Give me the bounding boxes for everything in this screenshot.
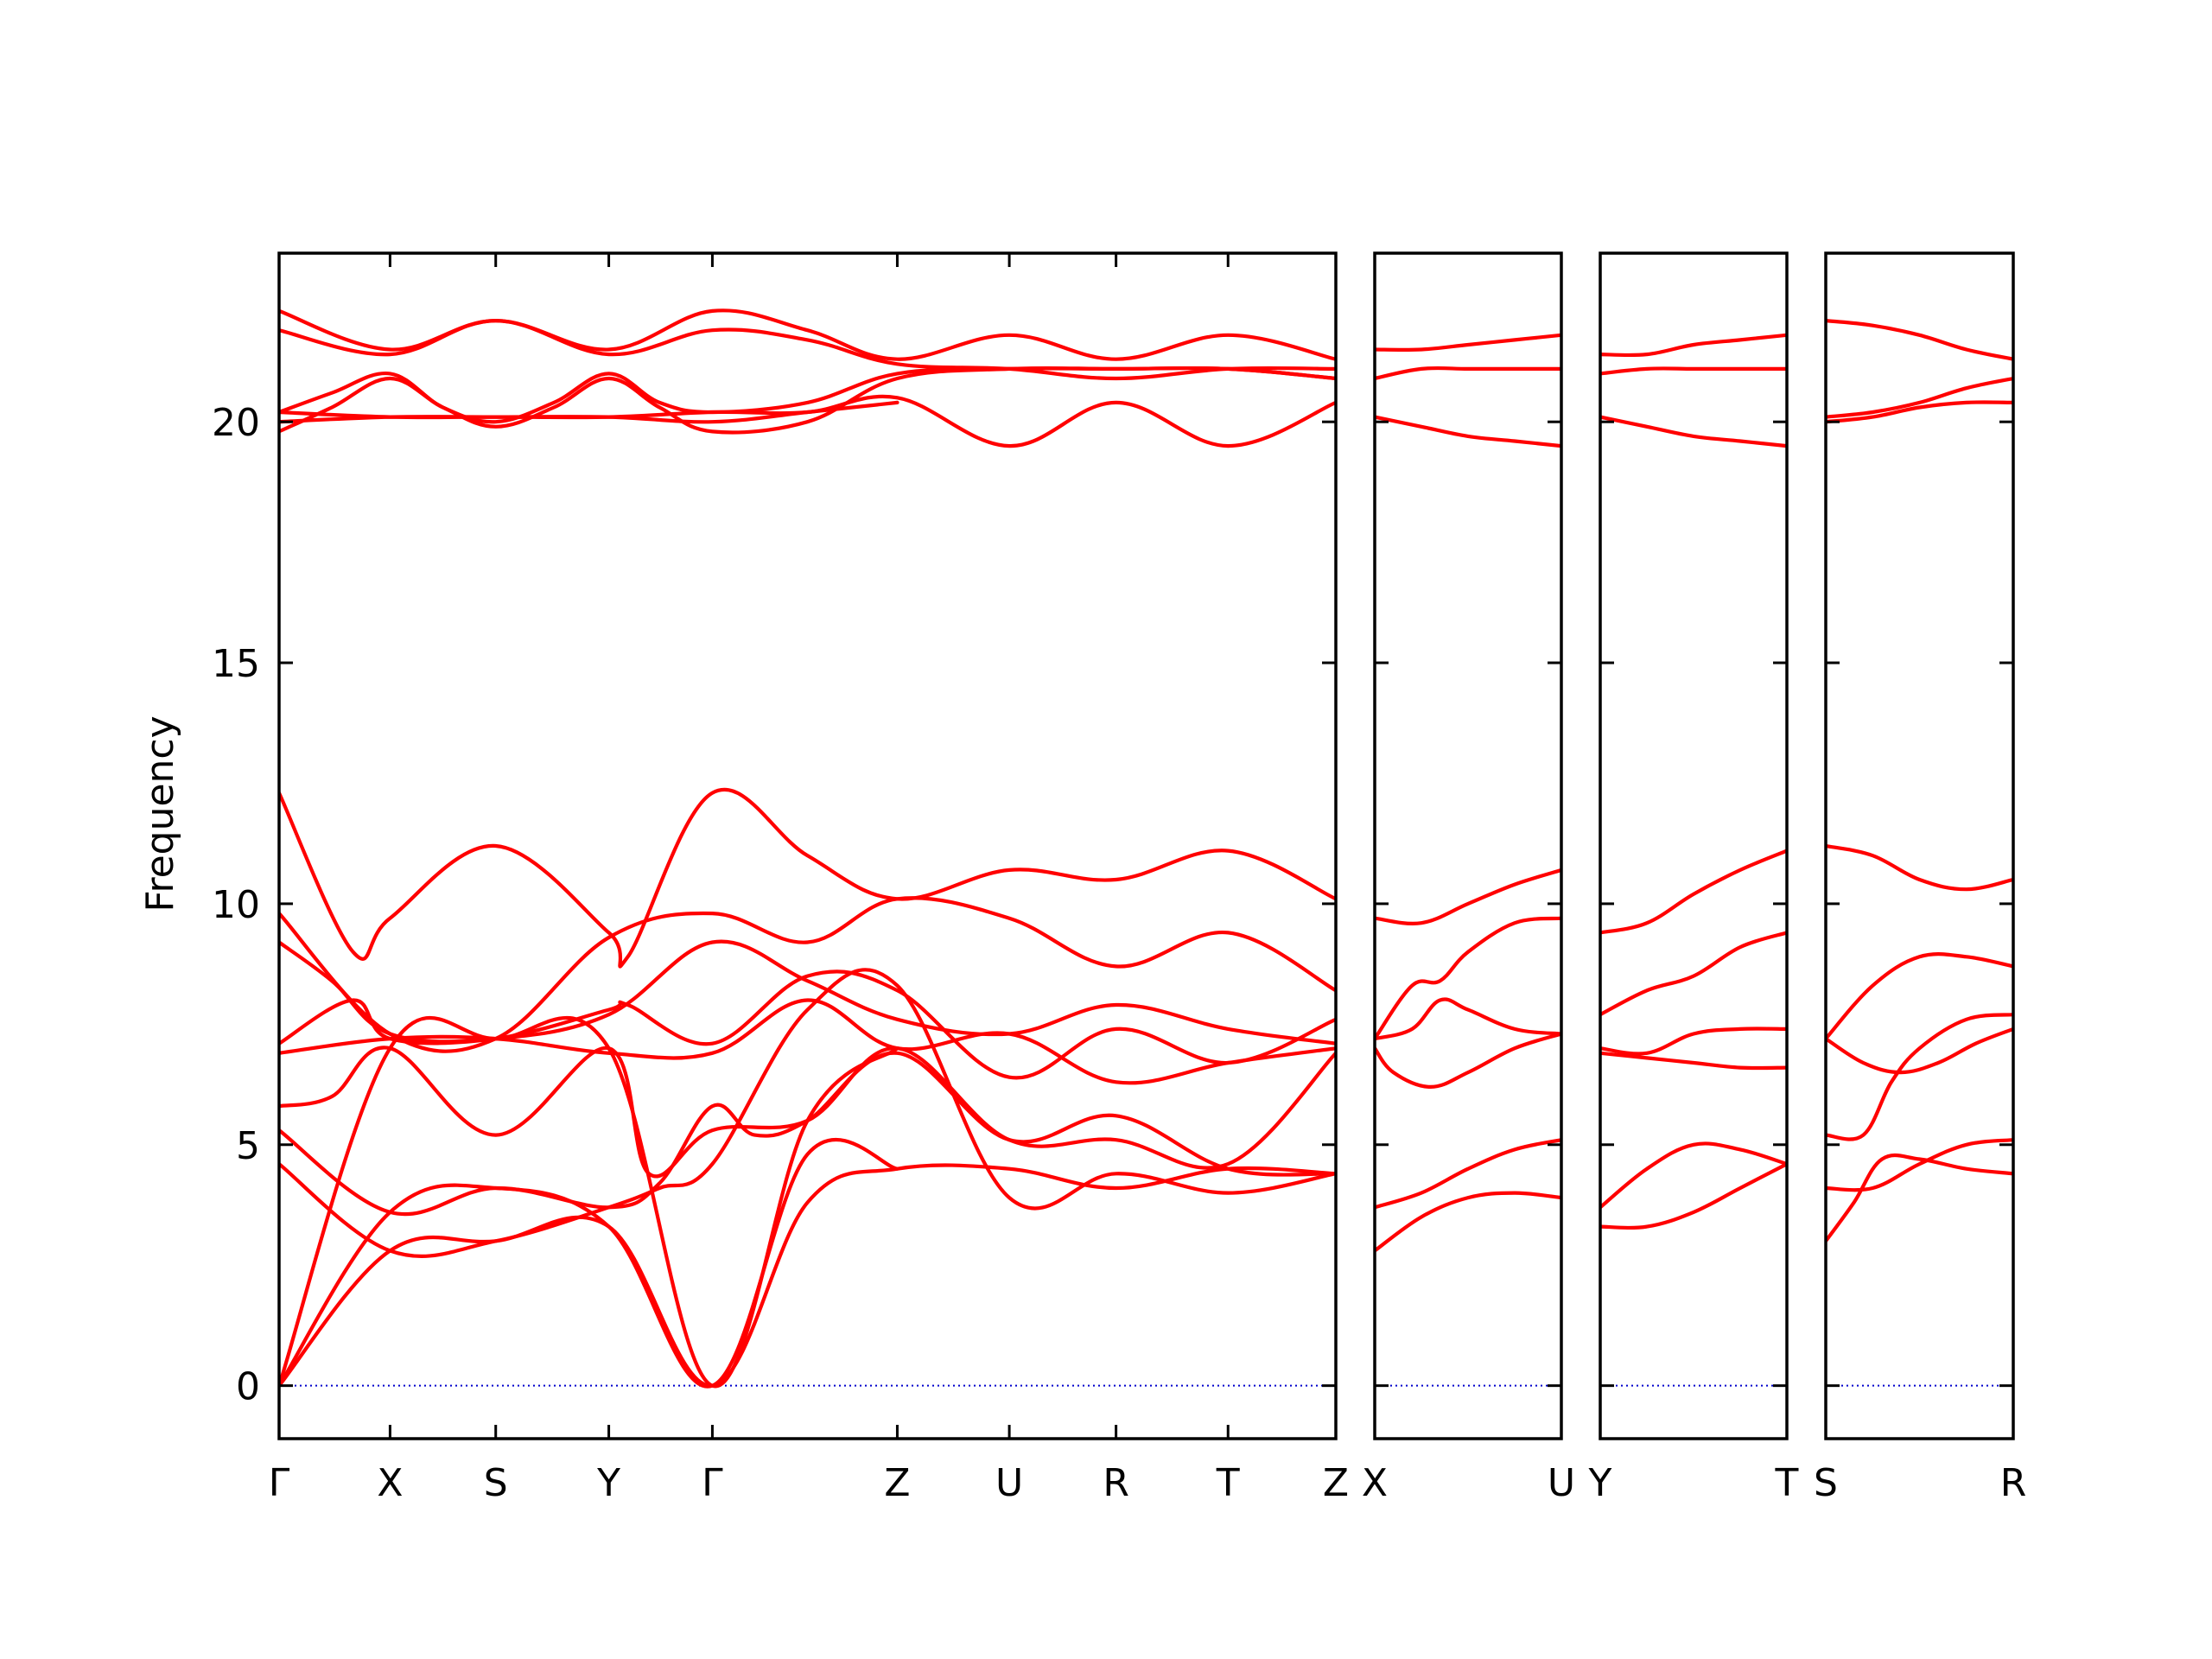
x-tick-label: U [1548, 1461, 1575, 1505]
band-line-10 [279, 969, 1336, 1080]
band-line-6 [279, 400, 899, 424]
band-line-8 [279, 896, 1336, 1053]
panel-frame [1824, 251, 2015, 1440]
band-line-5 [1600, 931, 1787, 1017]
band-line-9 [1375, 1191, 1561, 1253]
band-line-7 [1826, 1013, 2013, 1141]
band-line-7 [279, 787, 1336, 969]
bands [279, 308, 1336, 1389]
x-tick-label: X [1362, 1461, 1388, 1505]
band-line-16 [279, 1138, 899, 1389]
band-line-12 [279, 1046, 1336, 1179]
band-line-8 [1375, 1138, 1561, 1210]
band-line-6 [1826, 1027, 2013, 1075]
x-tick-label: S [484, 1461, 508, 1505]
panel-frame [277, 251, 1338, 1440]
band-line-9 [1826, 1153, 2013, 1243]
band-line-9 [279, 939, 1336, 1046]
y-tick-label: 20 [212, 401, 260, 445]
band-line-6 [1600, 1027, 1787, 1056]
band-line-1 [1826, 319, 2013, 361]
band-line-2 [1375, 365, 1561, 381]
bands [1826, 319, 2013, 1243]
band-line-14 [279, 968, 1336, 1258]
band-line-5 [1826, 952, 2013, 1041]
x-tick-label: Γ [702, 1461, 723, 1505]
band-line-9 [1600, 1162, 1787, 1230]
y-axis-label: Frequency [138, 715, 182, 912]
x-tick-label: Z [884, 1461, 910, 1505]
band-line-17 [279, 1016, 899, 1389]
x-tick-label: Y [1588, 1461, 1612, 1505]
band-line-1 [1375, 333, 1561, 353]
band-line-4 [1375, 868, 1561, 925]
x-tick-label: Z [1323, 1461, 1349, 1505]
panel-1: 0 5 10 15 20 Γ X S Y Γ Z U R T Z [212, 251, 1349, 1505]
x-tick-label: S [1814, 1461, 1838, 1505]
band-line-1 [1600, 333, 1787, 358]
x-tick-label: R [1103, 1461, 1129, 1505]
x-tick-label: X [377, 1461, 403, 1505]
band-line-7 [1600, 1051, 1787, 1071]
band-line-6 [1375, 997, 1561, 1041]
x-tick-label: U [995, 1461, 1023, 1505]
x-tick-label: R [2000, 1461, 2027, 1505]
bands [1375, 333, 1561, 1253]
y-tick-label: 15 [212, 642, 260, 686]
band-line-1 [279, 308, 1336, 361]
band-line-5 [1375, 916, 1561, 1041]
band-line-3 [1375, 415, 1561, 448]
y-tick-label: 0 [236, 1365, 260, 1409]
band-line-7 [1375, 1032, 1561, 1089]
bands [1600, 333, 1787, 1230]
band-line-2 [279, 319, 1336, 381]
y-tick-label: 10 [212, 883, 260, 927]
band-line-11 [279, 998, 1336, 1085]
panel-frame [1599, 251, 1789, 1440]
band-line-8 [1600, 1141, 1787, 1210]
panel-frame [1373, 251, 1563, 1440]
y-tick-label: 5 [236, 1124, 260, 1168]
band-line-13 [279, 1051, 1336, 1217]
x-tick-label: Y [596, 1461, 620, 1505]
band-line-2 [1600, 366, 1787, 376]
band-line-15 [279, 1163, 1336, 1388]
band-line-4 [1600, 849, 1787, 935]
band-line-2 [1826, 376, 2013, 419]
x-tick-label: Γ [269, 1461, 290, 1505]
x-tick-label: T [1775, 1461, 1799, 1505]
band-line-4 [1826, 843, 2013, 892]
band-line-8 [1826, 1138, 2013, 1192]
band-line-3 [1826, 400, 2013, 424]
x-tick-label: T [1216, 1461, 1240, 1505]
band-line-3 [1600, 415, 1787, 448]
band-line-4 [279, 365, 1336, 435]
